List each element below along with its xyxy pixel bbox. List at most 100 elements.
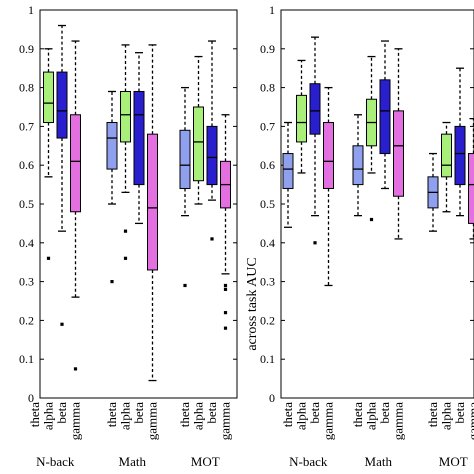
band-label: theta: [280, 402, 295, 427]
y-tick-label: 0.2: [260, 313, 275, 327]
band-label: theta: [104, 402, 119, 427]
right-plot-frame: [280, 9, 474, 399]
band-label: beta: [54, 402, 69, 424]
box-math-alpha: [366, 55, 377, 222]
iqr-box: [282, 153, 294, 189]
right-y-axis-label: across task AUC: [245, 257, 260, 350]
y-tick-label: 0.9: [260, 42, 275, 56]
box-mot-theta: [179, 86, 191, 288]
iqr-box: [309, 83, 321, 135]
iqr-box: [454, 125, 466, 186]
y-tick-label: 0.7: [260, 119, 275, 133]
band-label: beta: [307, 402, 322, 424]
iqr-box: [379, 79, 391, 155]
group-label: MOT: [439, 454, 468, 469]
band-label: gamma: [391, 402, 406, 440]
left-plot-area: [33, 24, 231, 382]
box-math-theta: [352, 114, 364, 217]
group-label: MOT: [191, 454, 220, 469]
outlier-point: [223, 326, 228, 330]
y-tick-label: 0.7: [19, 119, 34, 133]
outlier-point: [73, 367, 78, 371]
band-label: gamma: [321, 402, 336, 440]
band-label: alpha: [118, 402, 133, 430]
band-label: gamma: [466, 402, 474, 440]
iqr-box: [133, 90, 145, 186]
y-tick-label: 0.3: [19, 275, 34, 289]
box-mot-beta: [454, 67, 466, 217]
band-label: beta: [204, 402, 219, 424]
box-mot-alpha: [193, 55, 204, 205]
right-x-labels: thetaalphabetagammaN-backthetaalphabetag…: [280, 402, 474, 469]
outlier-point: [123, 256, 128, 260]
box-math-alpha: [120, 44, 131, 260]
iqr-box: [43, 71, 54, 124]
band-label: gamma: [68, 402, 83, 440]
box-mot-alpha: [441, 121, 452, 213]
box-mot-theta: [427, 152, 439, 232]
band-label: alpha: [191, 402, 206, 430]
outlier-point: [123, 229, 128, 233]
box-n-back-gamma: [70, 40, 81, 371]
group-label: Math: [365, 454, 393, 469]
y-tick-label: 0.3: [260, 275, 275, 289]
band-label: theta: [425, 402, 440, 427]
band-label: theta: [27, 402, 42, 427]
y-tick-label: 0.9: [19, 42, 34, 56]
box-math-gamma: [393, 48, 404, 240]
outlier-point: [110, 280, 114, 284]
y-tick-label: 0.1: [19, 352, 34, 366]
iqr-box: [441, 133, 452, 178]
right-panel: 00.10.20.30.40.50.60.70.80.91 thetaalpha…: [245, 3, 474, 469]
band-label: alpha: [364, 402, 379, 430]
outlier-point: [60, 322, 64, 326]
iqr-box: [147, 133, 158, 271]
y-tick-label: 0.2: [19, 313, 34, 327]
box-math-beta: [379, 40, 391, 190]
outlier-point: [313, 241, 317, 245]
outlier-point: [33, 222, 36, 225]
left-y-axis: 0 0.1 0.2 0.3 0.4 0.5 0.6 0.7 0.8 0.9 1: [19, 3, 237, 405]
iqr-box: [393, 110, 404, 197]
y-tick-label: 0.8: [260, 81, 275, 95]
box-n-back-beta: [309, 36, 321, 245]
y-tick-label: 0.6: [260, 158, 275, 172]
group-label: N-back: [289, 454, 328, 469]
iqr-box: [56, 71, 68, 139]
iqr-box: [120, 90, 131, 143]
outlier-point: [369, 217, 374, 222]
box-n-back-beta: [56, 24, 68, 326]
outlier-point: [223, 287, 228, 291]
outlier-point: [223, 283, 228, 288]
iqr-box: [323, 122, 334, 189]
iqr-box: [193, 106, 204, 182]
outlier-point: [223, 311, 228, 315]
outlier-point: [183, 283, 187, 288]
box-math-gamma: [147, 44, 158, 382]
left-panel: 00.10.20.30.40.50.60.70.80.91 thetaalpha…: [19, 3, 238, 469]
band-label: theta: [177, 402, 192, 427]
y-tick-label: 0.1: [260, 352, 275, 366]
y-tick-label: 0.5: [19, 197, 34, 211]
iqr-box: [468, 153, 474, 224]
box-mot-beta: [206, 40, 218, 241]
right-y-axis: 0 0.1 0.2 0.3 0.4 0.5 0.6 0.7 0.8 0.9 1: [260, 3, 474, 405]
band-label: gamma: [218, 402, 233, 440]
iqr-box: [179, 129, 191, 189]
box-math-theta: [106, 90, 118, 284]
outlier-point: [210, 237, 214, 241]
y-tick-label: 0.4: [260, 236, 275, 250]
band-label: beta: [131, 402, 146, 424]
group-label: N-back: [36, 454, 75, 469]
box-n-back-alpha: [296, 59, 307, 174]
y-tick-label: 0.6: [19, 158, 34, 172]
iqr-box: [70, 114, 81, 213]
y-tick-label: 0.4: [19, 236, 34, 250]
box-math-beta: [133, 52, 145, 225]
left-x-labels: thetaalphabetagammaN-backthetaalphabetag…: [27, 402, 233, 469]
band-label: beta: [377, 402, 392, 424]
iqr-box: [296, 94, 307, 143]
y-tick-label: 0.5: [260, 197, 275, 211]
outlier-point: [46, 256, 51, 260]
